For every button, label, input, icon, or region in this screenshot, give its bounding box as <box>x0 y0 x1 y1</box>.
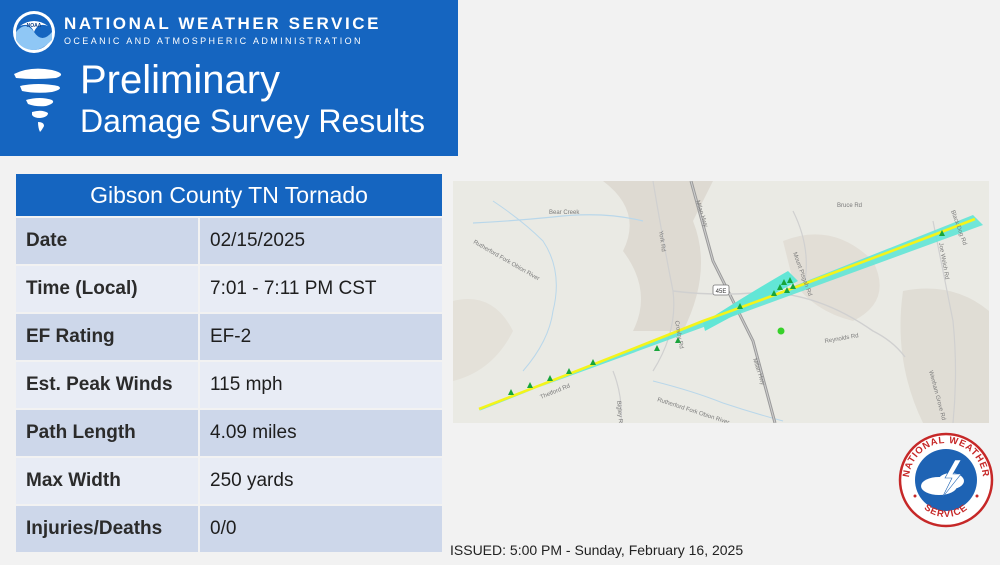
table-row: Path Length 4.09 miles <box>16 408 442 456</box>
damage-point <box>566 368 572 374</box>
damage-point <box>777 284 783 290</box>
damage-point <box>654 345 660 351</box>
highway-shield-label: 45E <box>716 289 727 295</box>
river-line <box>652 380 784 422</box>
terrain-shade <box>900 288 989 423</box>
nws-seal-icon: NATIONAL WEATHER SERVICE <box>898 432 994 528</box>
row-label: Max Width <box>16 458 198 504</box>
highway-shield: 45E <box>712 284 730 296</box>
header-banner: NOAA NATIONAL WEATHER SERVICE OCEANIC AN… <box>0 0 458 156</box>
damage-point <box>787 277 793 283</box>
river-line <box>492 200 557 372</box>
damage-point <box>939 230 945 236</box>
row-label: Time (Local) <box>16 266 198 312</box>
map-label: Rutherford Fork Obion River <box>472 240 540 283</box>
damage-point <box>547 375 553 381</box>
damage-point <box>527 382 533 388</box>
agency-subtitle: OCEANIC AND ATMOSPHERIC ADMINISTRATION <box>64 36 363 46</box>
map-label: Crosby Rd <box>673 320 684 349</box>
damage-point-markers <box>508 230 945 395</box>
noaa-logo: NOAA <box>13 11 55 53</box>
road-line <box>612 370 622 423</box>
tornado-track-line <box>478 217 976 411</box>
row-label: Date <box>16 218 198 264</box>
row-label: Est. Peak Winds <box>16 362 198 408</box>
row-value: 0/0 <box>198 506 442 552</box>
map-label: Reynolds Rd <box>824 333 859 345</box>
row-label: EF Rating <box>16 314 198 360</box>
damage-point <box>675 337 681 343</box>
row-label: Path Length <box>16 410 198 456</box>
map-canvas: 45E Bear Creek Rutherford Fork Obion Riv… <box>453 181 989 423</box>
row-value: 02/15/2025 <box>198 218 442 264</box>
damage-point <box>771 290 777 296</box>
table-row: Est. Peak Winds 115 mph <box>16 360 442 408</box>
map-label: Bigley Rd <box>615 401 623 423</box>
row-value: 4.09 miles <box>198 410 442 456</box>
row-value: 7:01 - 7:11 PM CST <box>198 266 442 312</box>
seal-text-bottom: SERVICE <box>922 502 969 520</box>
map-label: Milan Hwy <box>751 358 765 386</box>
damage-point <box>590 359 596 365</box>
damage-path-map[interactable]: 45E Bear Creek Rutherford Fork Obion Riv… <box>453 181 989 423</box>
table-row: Time (Local) 7:01 - 7:11 PM CST <box>16 264 442 312</box>
road-line <box>652 181 675 372</box>
row-value: EF-2 <box>198 314 442 360</box>
damage-point <box>781 279 787 285</box>
row-value: 250 yards <box>198 458 442 504</box>
map-label: Bruce Rd <box>837 203 862 209</box>
survey-table: Gibson County TN Tornado Date 02/15/2025… <box>16 174 442 552</box>
tornado-icon <box>14 68 62 132</box>
map-label: Joe Welch Rd <box>937 242 949 280</box>
table-row: Injuries/Deaths 0/0 <box>16 504 442 552</box>
table-row: Max Width 250 yards <box>16 456 442 504</box>
damage-point <box>784 287 790 293</box>
damage-point <box>777 327 785 335</box>
highway-line <box>690 181 776 423</box>
tornado-path-polygon <box>703 271 798 331</box>
map-label: Bear Creek <box>549 210 580 216</box>
page-title: Preliminary <box>80 58 281 102</box>
map-label: Thetford Rd <box>540 383 572 400</box>
svg-text:NOAA: NOAA <box>27 23 42 29</box>
page-subtitle: Damage Survey Results <box>80 103 426 139</box>
agency-name: NATIONAL WEATHER SERVICE <box>64 14 382 33</box>
table-row: EF Rating EF-2 <box>16 312 442 360</box>
damage-point <box>737 303 743 309</box>
river-line <box>472 214 644 224</box>
table-title: Gibson County TN Tornado <box>16 174 442 216</box>
table-row: Date 02/15/2025 <box>16 216 442 264</box>
map-label: York Rd <box>657 230 666 252</box>
issued-timestamp: ISSUED: 5:00 PM - Sunday, February 16, 2… <box>450 542 744 558</box>
road-line <box>932 220 957 423</box>
damage-point <box>790 283 796 289</box>
row-label: Injuries/Deaths <box>16 506 198 552</box>
row-value: 115 mph <box>198 362 442 408</box>
terrain-shade <box>453 299 513 381</box>
damage-point <box>508 389 514 395</box>
svg-text:SERVICE: SERVICE <box>922 502 970 520</box>
